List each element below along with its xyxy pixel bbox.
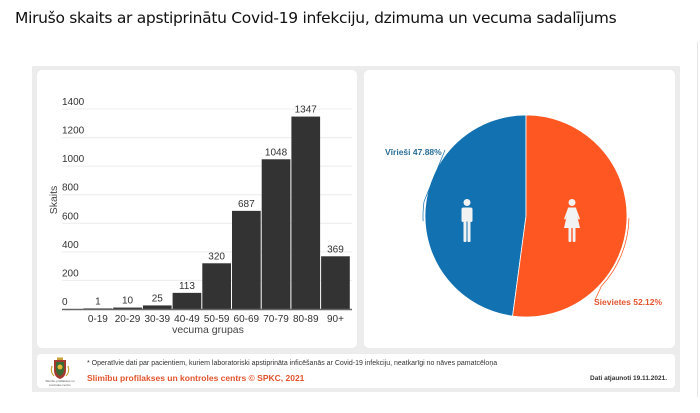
pie-chart-card	[364, 70, 675, 348]
spkc-logo	[50, 357, 70, 379]
footer-note: * Operatīvie dati par pacientiem, kuriem…	[87, 360, 498, 367]
scrollbar-edge	[697, 42, 698, 397]
footer-card	[37, 354, 675, 388]
logo-caption: Slimību profilakses un kontroles centrs	[45, 379, 75, 387]
page-title: Mirušo skaits ar apstiprinātu Covid-19 i…	[15, 9, 617, 27]
bar-chart-card	[37, 70, 357, 348]
data-updated-date: Dati atjaunoti 19.11.2021.	[590, 375, 667, 382]
footer-organization: Slimību profilakses un kontroles centrs …	[87, 373, 305, 383]
